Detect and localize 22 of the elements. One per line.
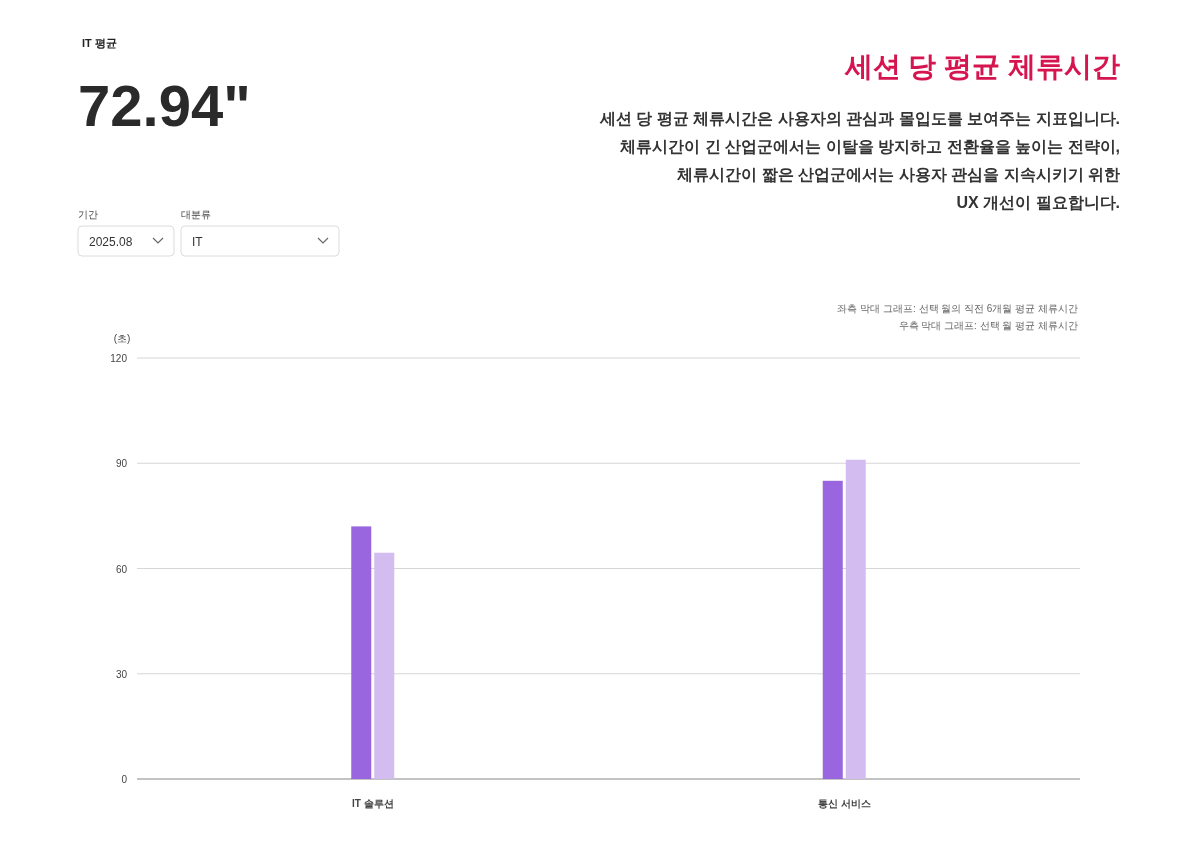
x-tick-label: 통신 서비스 [817, 798, 871, 809]
bar [845, 459, 866, 779]
text: 2025.08 [89, 235, 133, 249]
y-tick-label: 120 [110, 353, 128, 364]
text: 좌측 막대 그래프: 선택 월의 직전 6개월 평균 체류시간 [837, 303, 1078, 314]
text: 72.94" [78, 73, 251, 138]
x-tick-label: IT 솔루션 [351, 798, 394, 809]
bar [822, 480, 843, 779]
y-tick-label: 90 [115, 458, 128, 470]
chart-title: 세션 당 평균 체류시간 [843, 51, 1120, 82]
y-axis-title: (초) [113, 333, 131, 344]
y-tick-label: 60 [115, 563, 128, 575]
text: 기간 [78, 209, 98, 220]
text: 우측 막대 그래프: 선택 월 평균 체류시간 [898, 320, 1078, 331]
y-tick-label: 30 [115, 668, 128, 680]
y-tick-label: 0 [121, 774, 128, 785]
chart-subtitle: 세션 당 평균 체류시간은 사용자의 관심과 몰입도를 보여주는 지표입니다. 체류시간이 긴 산업군에서는 이탈을 방지하고 전환율을 높이는 전략이, 체류시간이 짧은 산업군에서는 사용자 관심을 지속시키기 위한 UX 개선이 필요합니다. [598, 110, 1120, 211]
text: 대분류 [181, 209, 211, 220]
text: IT 평균 [82, 37, 117, 49]
bar [351, 526, 372, 779]
bar [374, 552, 395, 779]
text: IT [192, 235, 204, 249]
